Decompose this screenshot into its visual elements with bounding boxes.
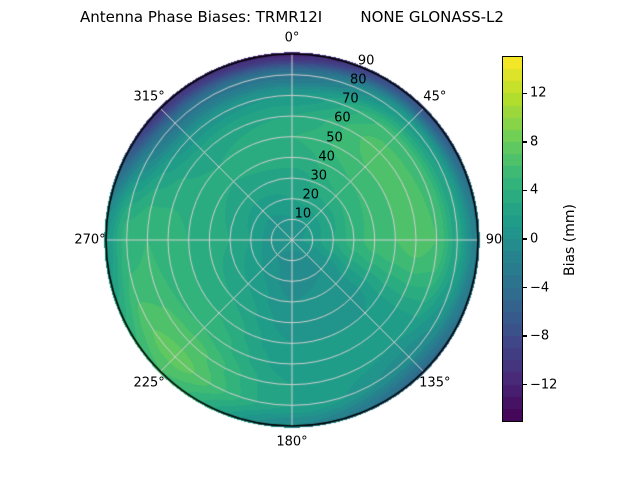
colorbar-tick [523,189,527,192]
colorbar-tick-label: −8 [530,328,550,344]
angular-tick-label: 180° [276,434,308,450]
radial-tick-label: 30 [310,168,327,184]
angular-tick-label: 135° [419,375,451,391]
colorbar-tick-label: 0 [530,231,539,247]
colorbar-tick-label: −4 [530,280,550,296]
angular-tick-label: 315° [133,89,165,105]
radial-tick-label: 10 [294,206,312,222]
colorbar-tick-label: 8 [530,134,539,150]
radial-tick-label: 20 [302,187,320,203]
colorbar-tick [523,384,527,386]
colorbar-tick [523,92,527,94]
radial-tick-label: 80 [349,72,367,88]
radial-tick-label: 60 [334,110,351,126]
radial-tick-label: 70 [342,91,359,107]
radial-tick-label: 90 [357,53,375,69]
angular-tick-label: 45° [423,89,447,105]
colorbar-tick [523,286,527,289]
angular-tick-label: 0° [284,30,300,46]
colorbar-tick [523,335,527,337]
polar-heatmap-canvas [103,51,481,429]
colorbar-tick-label: 12 [530,85,547,101]
colorbar-tick-label: −12 [530,377,558,393]
colorbar-tick [523,238,527,240]
radial-tick-label: 40 [318,149,335,165]
angular-tick-label: 270° [74,232,106,248]
colorbar-tick-label: 4 [530,182,539,198]
radial-tick-label: 50 [326,130,343,146]
colorbar [502,56,523,422]
colorbar-axis-label: Bias (mm) [562,203,578,277]
chart-title: Antenna Phase Biases: TRMR12I NONE GLONA… [80,8,504,26]
angular-tick-label: 90 [485,232,503,248]
colorbar-tick [523,141,527,143]
angular-tick-label: 225° [133,375,165,391]
